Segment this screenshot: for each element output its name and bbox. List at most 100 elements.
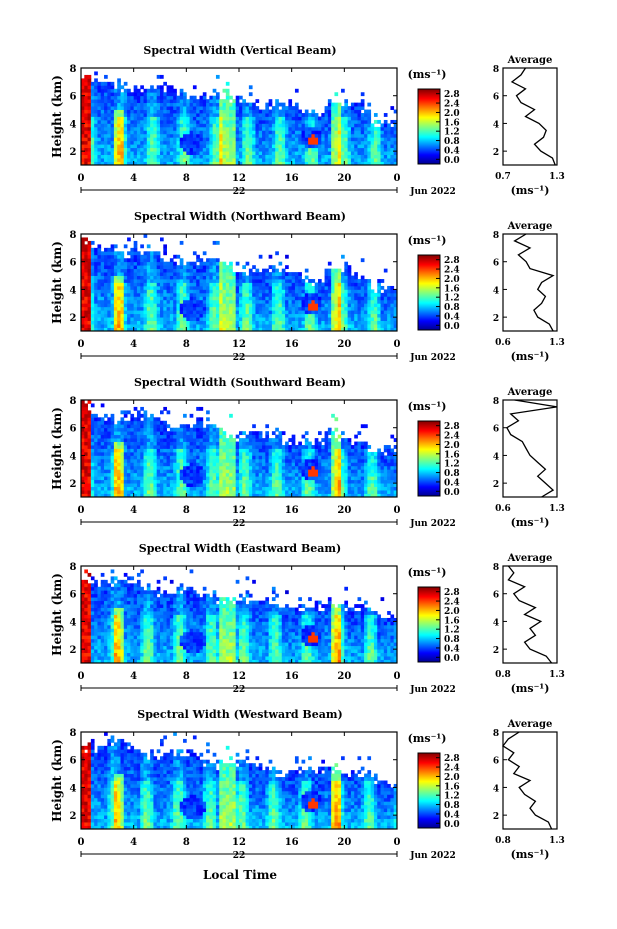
heatmap-cell: [133, 268, 138, 273]
heatmap-cell: [150, 133, 154, 138]
heatmap-cell: [285, 296, 289, 301]
heatmap-cell: [173, 313, 177, 318]
heatmap-cell: [166, 289, 171, 294]
heatmap-cell: [140, 123, 144, 128]
heatmap-cell: [360, 303, 365, 308]
heatmap-cell: [202, 137, 207, 142]
heatmap-cells: [81, 400, 397, 497]
heatmap-cell: [225, 324, 230, 328]
heatmap-cell: [196, 265, 200, 270]
heatmap-cell: [367, 289, 372, 294]
heatmap-cell: [163, 144, 167, 149]
heatmap-cell: [123, 455, 128, 460]
heatmap-cell: [104, 451, 108, 456]
heatmap-cell: [209, 99, 214, 104]
heatmap-cell: [262, 317, 266, 321]
heatmap-cell: [143, 99, 148, 104]
heatmap-cell: [212, 479, 217, 484]
heatmap-cell: [94, 289, 98, 294]
heatmap-cell: [140, 303, 144, 308]
heatmap-cell: [222, 303, 227, 308]
heatmap-cell: [357, 320, 362, 325]
heatmap-cell: [90, 445, 95, 449]
average-title: Average: [507, 221, 553, 232]
heatmap-cell: [81, 247, 85, 252]
heatmap-cell: [133, 158, 138, 162]
heatmap-cell: [189, 285, 194, 290]
heatmap-cell: [196, 133, 200, 138]
heatmap-cell: [265, 126, 270, 131]
heatmap-cell: [380, 144, 385, 149]
heatmap-cell: [156, 147, 161, 152]
heatmap-cell: [133, 476, 138, 481]
heatmap-cell: [100, 161, 105, 165]
heatmap-cell: [163, 154, 167, 159]
heatmap-cell: [229, 306, 233, 311]
heatmap-cell: [232, 133, 237, 138]
heatmap-cell: [81, 119, 85, 124]
heatmap-cell: [186, 158, 191, 162]
heatmap-cell: [285, 313, 289, 318]
heatmap-cell: [84, 458, 88, 463]
heatmap-cell: [84, 479, 88, 484]
heatmap-cell: [219, 113, 223, 117]
heatmap-cell: [143, 272, 148, 276]
heatmap-cell: [255, 279, 260, 283]
heatmap-cell: [225, 445, 230, 449]
heatmap-cell: [219, 313, 223, 318]
heatmap-cell: [90, 479, 95, 484]
heatmap-cell: [341, 317, 345, 321]
colorbar-tick-label: 2.4: [444, 100, 460, 110]
heatmap-cell: [150, 317, 154, 321]
heatmap-cell: [308, 151, 312, 155]
heatmap-cell: [219, 310, 223, 315]
heatmap-cell: [176, 490, 181, 494]
heatmap-cell: [219, 133, 223, 138]
heatmap-cell: [192, 289, 197, 294]
heatmap-cell: [308, 310, 312, 315]
heatmap-cell: [153, 265, 158, 270]
heatmap-cell: [153, 254, 158, 259]
heatmap-cell: [215, 106, 220, 110]
heatmap-cell: [97, 306, 102, 311]
heatmap-cell: [127, 147, 131, 152]
heatmap-cell: [324, 285, 329, 290]
heatmap-cell: [100, 427, 105, 432]
heatmap-cell: [189, 113, 194, 117]
heatmap-cell: [393, 327, 397, 331]
heatmap-cell: [331, 289, 335, 294]
heatmap-cell: [304, 327, 309, 331]
heatmap-cell: [84, 85, 88, 90]
heatmap-cell: [212, 158, 217, 162]
heatmap-cell: [81, 479, 85, 484]
heatmap-cell: [156, 292, 161, 297]
heatmap-cell: [104, 109, 108, 114]
heatmap-cell: [341, 147, 345, 152]
heatmap-cell: [334, 126, 339, 131]
heatmap-cell: [285, 310, 289, 315]
heatmap-cell: [229, 289, 233, 294]
heatmap-cell: [120, 465, 125, 470]
heatmap-cell: [192, 282, 197, 287]
heatmap-cell: [183, 469, 187, 474]
heatmap-cell: [239, 490, 243, 494]
heatmap-cell: [242, 123, 246, 128]
heatmap-cell: [130, 458, 135, 463]
heatmap-cell: [189, 451, 194, 456]
heatmap-cell: [136, 424, 141, 429]
heatmap-cell: [84, 431, 88, 436]
heatmap-cell: [133, 244, 138, 249]
heatmap-cell: [176, 455, 181, 460]
heatmap-cell: [235, 306, 240, 311]
heatmap-cell: [117, 462, 121, 467]
heatmap-cell: [229, 106, 233, 110]
heatmap-cell: [94, 448, 98, 453]
heatmap-cell: [153, 116, 158, 121]
heatmap-cell: [245, 154, 250, 159]
heatmap-cell: [347, 303, 352, 308]
heatmap-cell: [245, 102, 250, 107]
heatmap-cell: [81, 313, 85, 318]
heatmap-cell: [153, 123, 158, 128]
heatmap-cell: [87, 81, 92, 86]
heatmap-cell: [94, 462, 98, 467]
